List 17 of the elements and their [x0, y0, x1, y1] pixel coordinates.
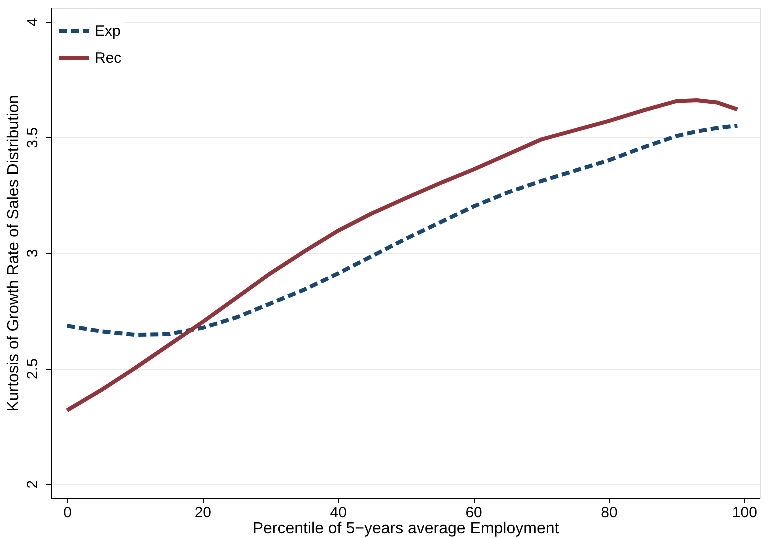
y-tick-label: 2.5 [24, 358, 42, 380]
line-series [65, 124, 740, 338]
x-tick-label: 60 [466, 504, 482, 522]
y-tick-label: 4 [24, 18, 42, 27]
x-tick-label: 80 [601, 504, 618, 522]
y-tick-label: 3.5 [24, 128, 42, 148]
legend-label: Exp [95, 23, 121, 40]
line-series [65, 98, 740, 413]
x-axis-title: Percentile of 5−years average Employment [252, 520, 560, 538]
legend-label: Rec [95, 50, 122, 67]
x-tick-label: 40 [330, 504, 347, 522]
y-tick-label: 2 [24, 480, 42, 489]
y-axis-title: Kurtosis of Growth Rate of Sales Distribution [6, 95, 22, 412]
x-tick-label: 100 [732, 504, 758, 522]
x-tick-label: 20 [194, 504, 212, 522]
x-tick-label: 0 [64, 504, 72, 522]
y-tick-label: 3 [24, 249, 42, 258]
